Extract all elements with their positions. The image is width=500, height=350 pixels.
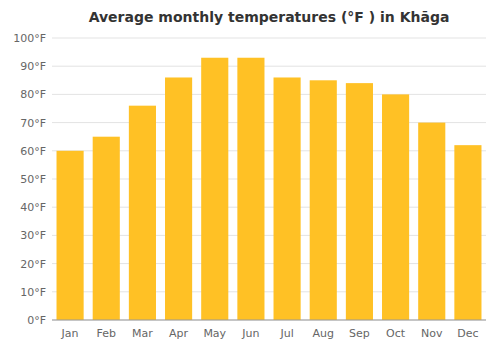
y-axis: 0°F 10°F 20°F 30°F 40°F 50°F 60°F 70°F 80°F 90°F 1…: [13, 32, 46, 327]
x-axis-line: [52, 320, 486, 321]
y-tick-label: 10°F: [20, 286, 46, 299]
x-tick-label: Oct: [386, 327, 406, 340]
y-tick-label: 70°F: [20, 117, 46, 130]
x-tick-label: Jun: [241, 327, 259, 340]
x-tick-label: Jul: [279, 327, 293, 340]
grid-line: [52, 66, 486, 67]
bar: [310, 80, 337, 320]
y-tick-label: 90°F: [20, 60, 46, 73]
bar: [165, 77, 192, 320]
x-tick-label: Sep: [349, 327, 370, 340]
chart-svg: Average monthly temperatures (°F ) in Kh…: [0, 0, 500, 350]
x-tick-label: Nov: [421, 327, 443, 340]
bar: [382, 94, 409, 320]
y-tick-label: 0°F: [27, 314, 46, 327]
y-tick-label: 60°F: [20, 145, 46, 158]
bar: [129, 106, 156, 320]
chart-title: Average monthly temperatures (°F ) in Kh…: [89, 9, 450, 25]
grid-line: [52, 94, 486, 95]
x-tick-label: Mar: [132, 327, 153, 340]
bar: [418, 123, 445, 320]
grid: [52, 38, 486, 320]
y-tick-label: 80°F: [20, 88, 46, 101]
x-tick-label: Dec: [457, 327, 478, 340]
x-tick-label: Apr: [169, 327, 189, 340]
x-tick-label: Aug: [313, 327, 334, 340]
x-axis: Jan Feb Mar Apr May Jun Jul Aug Sep Oct Nov Dec: [52, 320, 486, 340]
bars: [57, 58, 482, 320]
bar: [346, 83, 373, 320]
y-tick-label: 50°F: [20, 173, 46, 186]
x-tick-label: May: [203, 327, 226, 340]
bar: [274, 77, 301, 320]
bar: [237, 58, 264, 320]
y-tick-label: 40°F: [20, 201, 46, 214]
y-tick-label: 20°F: [20, 258, 46, 271]
bar: [454, 145, 481, 320]
y-tick-label: 30°F: [20, 229, 46, 242]
y-tick-label: 100°F: [13, 32, 46, 45]
chart-container: Average monthly temperatures (°F ) in Kh…: [0, 0, 500, 350]
bar: [201, 58, 228, 320]
bar: [93, 137, 120, 320]
grid-line: [52, 320, 486, 321]
bar: [57, 151, 84, 320]
x-tick-label: Jan: [61, 327, 79, 340]
x-tick-label: Feb: [97, 327, 116, 340]
grid-line: [52, 38, 486, 39]
